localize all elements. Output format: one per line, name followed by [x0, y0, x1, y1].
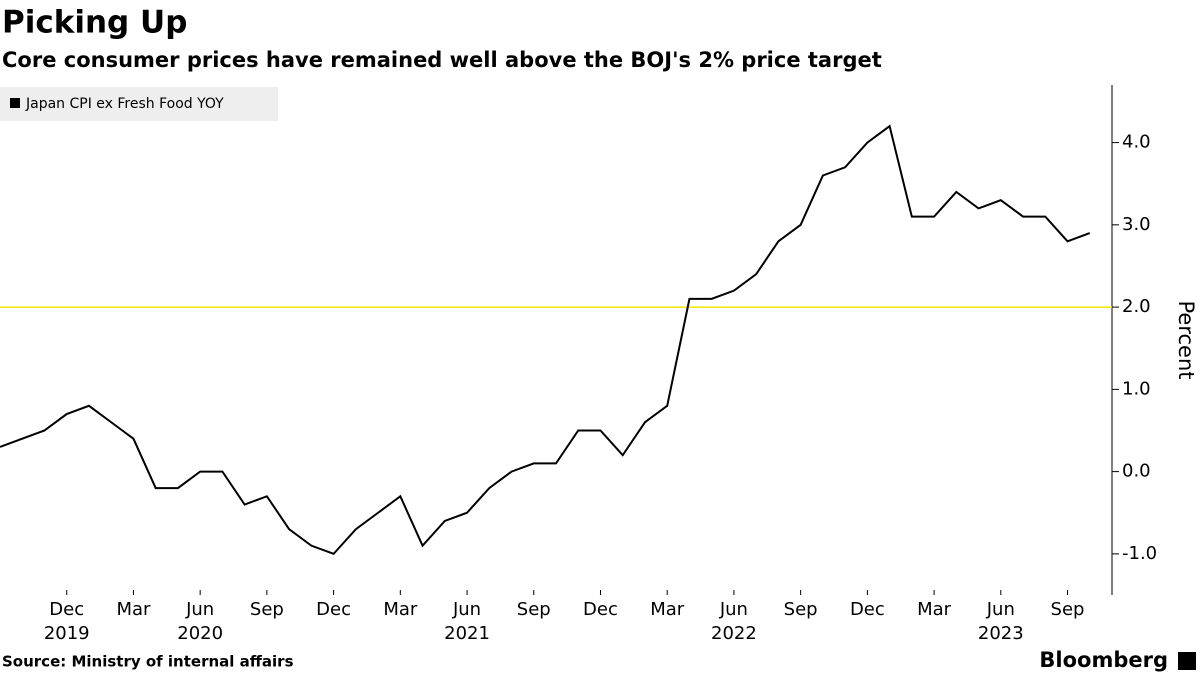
y-axis-title: Percent [1174, 300, 1198, 379]
legend-label: Japan CPI ex Fresh Food YOY [25, 96, 224, 112]
y-tick-label: -1.0 [1122, 543, 1157, 564]
x-year-label: 2023 [978, 623, 1024, 644]
x-tick-label: Jun [719, 599, 748, 620]
y-tick-label: 0.0 [1122, 461, 1151, 482]
x-tick-label: Sep [517, 599, 551, 620]
x-tick-label: Dec [316, 599, 351, 620]
x-year-label: 2020 [177, 623, 223, 644]
x-tick-label: Mar [383, 599, 418, 620]
data-line [0, 124, 1091, 556]
x-tick-label: Mar [917, 599, 952, 620]
x-tick-label: Sep [250, 599, 284, 620]
y-tick-label: 3.0 [1122, 214, 1151, 235]
chart-subtitle: Core consumer prices have remained well … [2, 48, 882, 72]
x-tick-label: Jun [986, 599, 1015, 620]
x-tick-label: Dec [583, 599, 618, 620]
brand: Bloomberg [1039, 648, 1168, 672]
x-tick-label: Sep [1051, 599, 1085, 620]
x-year-label: 2019 [44, 623, 90, 644]
legend-swatch [10, 98, 20, 108]
x-tick-label: Jun [452, 599, 481, 620]
x-tick-label: Dec [850, 599, 885, 620]
source: Source: Ministry of internal affairs [2, 653, 294, 671]
y-tick-label: 2.0 [1122, 296, 1151, 317]
y-tick-label: 4.0 [1122, 132, 1151, 153]
legend-box [0, 87, 278, 121]
brand-icon [1178, 652, 1196, 670]
x-tick-label: Sep [784, 599, 818, 620]
x-tick-label: Jun [185, 599, 214, 620]
chart-title: Picking Up [2, 5, 187, 41]
x-year-label: 2022 [711, 623, 757, 644]
x-year-label: 2021 [444, 623, 490, 644]
x-tick-label: Dec [49, 599, 84, 620]
x-tick-label: Mar [650, 599, 685, 620]
x-tick-label: Mar [116, 599, 151, 620]
y-tick-label: 1.0 [1122, 378, 1151, 399]
